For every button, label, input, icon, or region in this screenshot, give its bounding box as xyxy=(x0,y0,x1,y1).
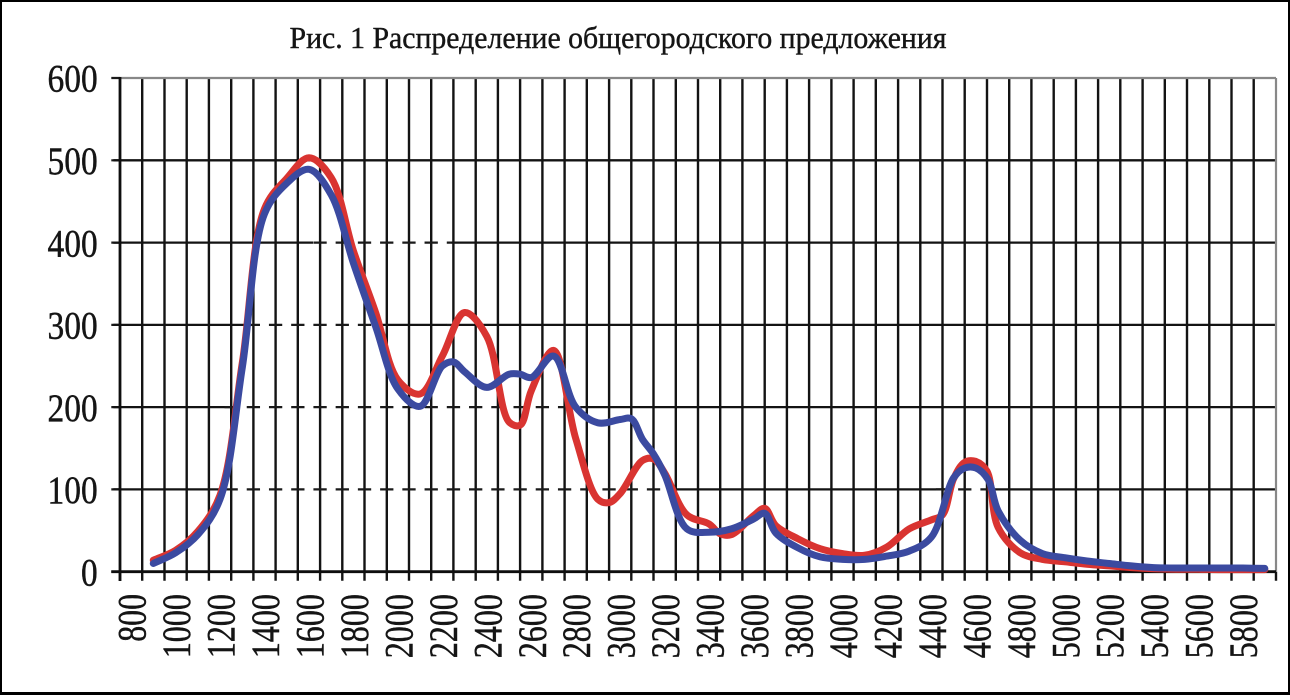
svg-text:2400: 2400 xyxy=(465,594,510,658)
svg-text:5200: 5200 xyxy=(1088,594,1133,658)
svg-text:3000: 3000 xyxy=(599,594,644,658)
svg-text:4800: 4800 xyxy=(999,594,1044,658)
svg-text:1800: 1800 xyxy=(332,594,377,658)
svg-text:Рис. 1 Распределение общегород: Рис. 1 Распределение общегородского пред… xyxy=(290,21,947,55)
svg-text:5400: 5400 xyxy=(1132,594,1177,658)
svg-text:400: 400 xyxy=(48,222,98,265)
svg-text:5600: 5600 xyxy=(1177,594,1222,658)
svg-text:4000: 4000 xyxy=(821,594,866,658)
svg-text:1600: 1600 xyxy=(288,594,333,658)
svg-text:500: 500 xyxy=(48,140,98,183)
svg-text:1000: 1000 xyxy=(154,594,199,658)
svg-text:2600: 2600 xyxy=(510,594,555,658)
svg-text:5000: 5000 xyxy=(1043,594,1088,658)
svg-text:300: 300 xyxy=(48,305,98,348)
svg-text:4400: 4400 xyxy=(910,594,955,658)
svg-text:800: 800 xyxy=(110,594,155,642)
svg-text:3800: 3800 xyxy=(777,594,822,658)
svg-text:3400: 3400 xyxy=(688,594,733,658)
svg-text:2800: 2800 xyxy=(554,594,599,658)
svg-text:2200: 2200 xyxy=(421,594,466,658)
svg-text:5800: 5800 xyxy=(1221,594,1266,658)
svg-text:600: 600 xyxy=(48,58,98,101)
svg-text:200: 200 xyxy=(48,387,98,430)
svg-text:0: 0 xyxy=(81,551,98,594)
svg-text:3200: 3200 xyxy=(643,594,688,658)
svg-text:4200: 4200 xyxy=(865,594,910,658)
svg-text:1400: 1400 xyxy=(243,594,288,658)
svg-text:2000: 2000 xyxy=(376,594,421,658)
svg-text:100: 100 xyxy=(48,469,98,512)
svg-text:4600: 4600 xyxy=(954,594,999,658)
svg-text:3600: 3600 xyxy=(732,594,777,658)
svg-text:1200: 1200 xyxy=(199,594,244,658)
